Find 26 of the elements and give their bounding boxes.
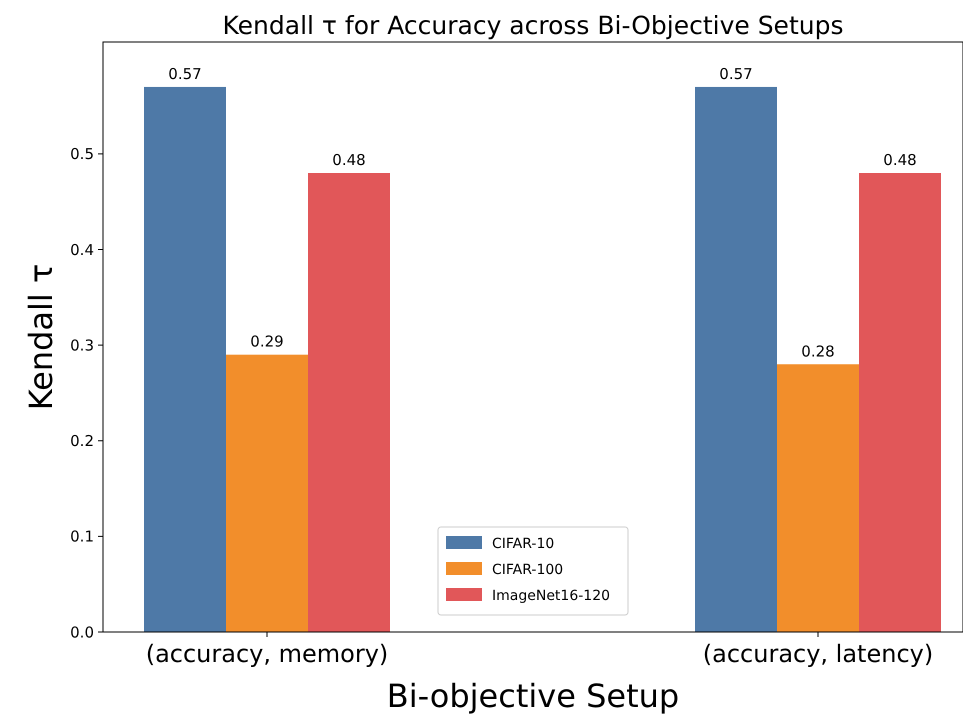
y-tick-label: 0.0	[70, 623, 94, 642]
bar	[695, 86, 777, 632]
y-tick-label: 0.3	[70, 336, 94, 354]
bar	[859, 173, 941, 632]
bar	[226, 354, 308, 632]
y-tick-label: 0.5	[70, 145, 94, 164]
y-tick-label: 0.4	[70, 240, 94, 259]
legend-label: CIFAR-10	[492, 536, 554, 552]
x-axis-title: Bi-objective Setup	[386, 677, 680, 715]
bar	[308, 173, 390, 632]
chart-title: Kendall τ for Accuracy across Bi-Objective Setups	[222, 11, 844, 40]
data-label: 0.48	[883, 151, 917, 170]
data-label: 0.28	[801, 342, 835, 360]
legend-label: CIFAR-100	[492, 562, 564, 578]
y-tick-label: 0.1	[70, 528, 94, 546]
x-tick-label: (accuracy, memory)	[146, 640, 388, 668]
data-label: 0.57	[719, 64, 753, 83]
bar	[777, 364, 859, 632]
y-axis-title: Kendall τ	[22, 264, 60, 410]
y-tick-label: 0.2	[70, 432, 94, 450]
data-label: 0.29	[250, 332, 284, 351]
data-label: 0.57	[168, 64, 202, 83]
legend-label: ImageNet16-120	[492, 588, 610, 604]
x-tick-label: (accuracy, latency)	[702, 640, 934, 668]
bar	[144, 86, 226, 632]
data-label: 0.48	[332, 151, 366, 170]
